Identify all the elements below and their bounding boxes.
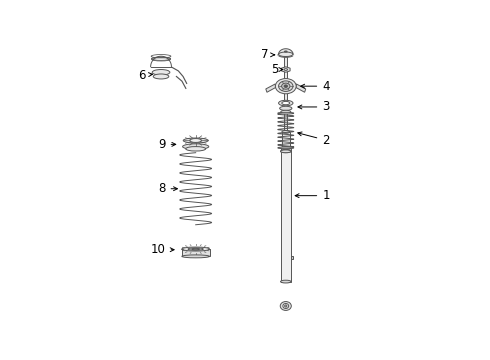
Ellipse shape	[279, 100, 293, 106]
Ellipse shape	[280, 150, 291, 153]
Bar	[280, 151, 291, 282]
Ellipse shape	[188, 248, 203, 250]
Text: 9: 9	[158, 138, 176, 151]
Ellipse shape	[280, 150, 291, 153]
Bar	[182, 249, 210, 256]
Ellipse shape	[285, 305, 287, 307]
Ellipse shape	[280, 106, 292, 111]
Ellipse shape	[192, 248, 199, 250]
Polygon shape	[296, 84, 306, 92]
Ellipse shape	[282, 102, 290, 105]
Polygon shape	[281, 67, 290, 72]
Ellipse shape	[282, 150, 290, 152]
Ellipse shape	[280, 280, 291, 283]
Ellipse shape	[278, 52, 294, 57]
Polygon shape	[266, 84, 275, 92]
Text: 6: 6	[138, 68, 152, 82]
Ellipse shape	[183, 144, 209, 149]
Text: 7: 7	[261, 48, 274, 61]
Ellipse shape	[182, 247, 210, 251]
Ellipse shape	[190, 139, 201, 143]
Text: 10: 10	[151, 243, 174, 256]
Text: 4: 4	[301, 80, 330, 93]
Ellipse shape	[283, 303, 289, 309]
Ellipse shape	[284, 85, 288, 87]
Bar	[284, 51, 287, 132]
Ellipse shape	[281, 110, 291, 114]
Ellipse shape	[284, 69, 288, 71]
Ellipse shape	[282, 131, 290, 133]
Text: 8: 8	[158, 182, 177, 195]
Bar	[282, 132, 290, 151]
Ellipse shape	[278, 112, 294, 114]
Ellipse shape	[275, 78, 296, 94]
Ellipse shape	[278, 147, 294, 149]
Text: 5: 5	[271, 63, 283, 76]
Ellipse shape	[280, 302, 292, 310]
Bar	[280, 148, 291, 151]
Ellipse shape	[279, 81, 293, 91]
Text: 2: 2	[298, 132, 330, 147]
Text: 1: 1	[295, 189, 330, 202]
Ellipse shape	[282, 83, 290, 89]
Ellipse shape	[183, 138, 208, 143]
Ellipse shape	[152, 69, 170, 75]
Ellipse shape	[284, 51, 287, 52]
Ellipse shape	[186, 147, 206, 151]
Bar	[291, 256, 293, 260]
Ellipse shape	[182, 255, 210, 258]
Ellipse shape	[280, 147, 291, 149]
Ellipse shape	[153, 74, 169, 79]
Text: 3: 3	[298, 100, 330, 113]
